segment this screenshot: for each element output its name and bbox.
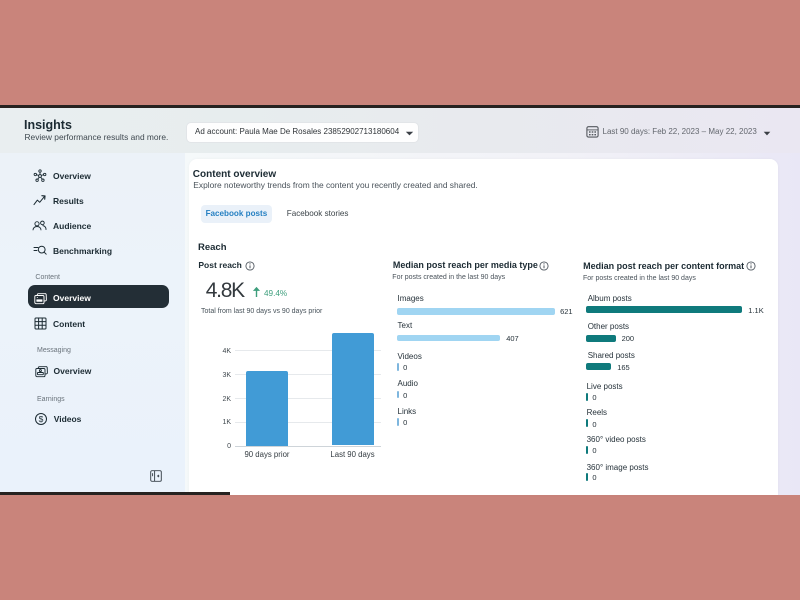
- svg-text:$: $: [39, 414, 44, 424]
